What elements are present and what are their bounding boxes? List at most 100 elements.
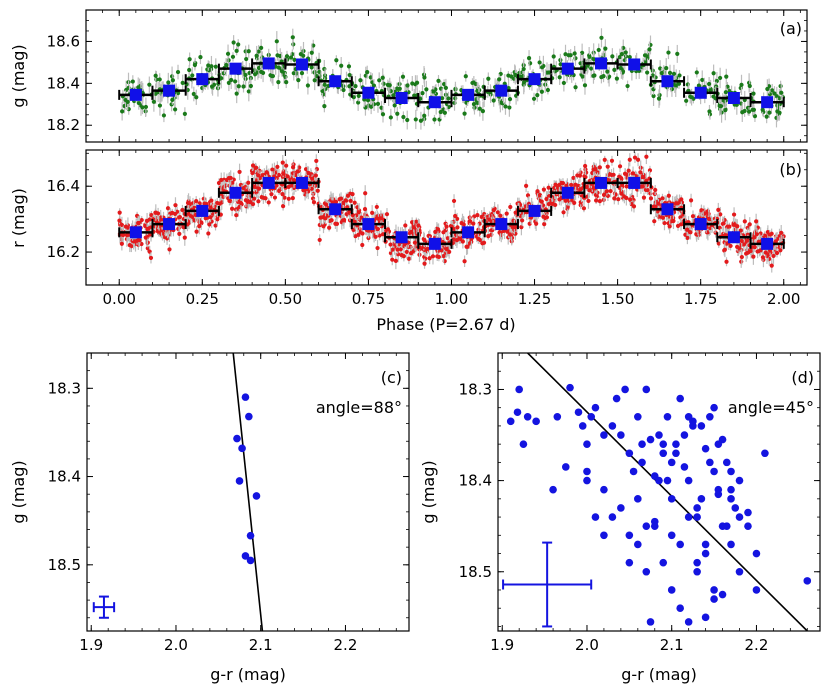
raw-point (140, 105, 145, 110)
raw-point (605, 69, 610, 74)
raw-point (284, 80, 289, 85)
raw-point (774, 250, 780, 256)
raw-point (677, 73, 682, 78)
data-point (246, 531, 255, 540)
raw-point (147, 82, 152, 87)
raw-point (153, 73, 158, 78)
raw-point (348, 198, 353, 203)
panel-b-raw-points (117, 149, 786, 273)
data-point (727, 467, 735, 476)
raw-point (718, 212, 723, 217)
raw-point (539, 65, 545, 70)
data-point (672, 449, 680, 458)
raw-point (666, 193, 671, 198)
raw-point (373, 234, 378, 239)
raw-point (748, 248, 753, 254)
binned-point (395, 92, 408, 104)
binned-point (129, 226, 142, 239)
raw-point (476, 236, 481, 241)
raw-point (139, 217, 144, 223)
raw-point (731, 222, 736, 227)
raw-point (231, 40, 236, 45)
raw-point (370, 210, 375, 215)
data-point (744, 522, 752, 530)
binned-point (694, 86, 707, 99)
raw-point (688, 198, 694, 203)
raw-point (288, 55, 294, 60)
raw-point (747, 222, 752, 227)
raw-point (321, 224, 326, 229)
raw-point (572, 51, 577, 56)
data-point (676, 604, 684, 613)
raw-point (617, 55, 622, 60)
raw-point (327, 225, 332, 230)
data-point (761, 449, 769, 458)
raw-point (443, 250, 449, 255)
raw-point (498, 213, 503, 218)
raw-point (136, 100, 141, 106)
raw-point (412, 240, 418, 245)
x-tick-label: 0.00 (103, 290, 136, 308)
panel-a-ylabel: g (mag) (9, 44, 28, 107)
raw-point (432, 117, 437, 122)
raw-point (285, 174, 290, 179)
panel-c-ticks: 1.9 2.0 2.1 2.2 18.3 18.4 18.5 (48, 353, 409, 654)
raw-point (608, 188, 613, 194)
raw-point (290, 165, 296, 170)
panel-a-frame (85, 9, 808, 143)
raw-point (356, 100, 361, 105)
raw-point (558, 62, 563, 67)
raw-point (388, 115, 393, 120)
raw-point (676, 81, 682, 86)
raw-point (664, 65, 669, 71)
raw-point (120, 109, 125, 114)
raw-point (420, 91, 425, 96)
raw-point (203, 216, 208, 221)
binned-point (561, 62, 574, 75)
raw-point (282, 70, 287, 76)
raw-point (648, 196, 654, 201)
data-point (701, 444, 710, 453)
raw-point (292, 57, 297, 62)
binned-point (129, 88, 142, 101)
data-point (617, 431, 625, 439)
data-point (561, 463, 570, 471)
raw-point (291, 71, 296, 76)
raw-point (356, 232, 361, 237)
raw-point (369, 104, 374, 109)
raw-point (587, 188, 592, 193)
raw-point (343, 198, 348, 203)
raw-point (724, 74, 729, 79)
raw-point (117, 218, 122, 223)
raw-point (137, 238, 142, 243)
data-point (638, 440, 646, 448)
raw-point (594, 198, 599, 203)
raw-point (411, 225, 416, 230)
panel-b-label: (b) (779, 160, 802, 179)
panel-c-points (233, 393, 261, 565)
raw-point (508, 204, 513, 210)
data-point (697, 422, 706, 430)
raw-point (591, 167, 596, 172)
data-point (727, 495, 735, 503)
raw-point (286, 184, 291, 190)
panel-c-color-magnitude: 1.9 2.0 2.1 2.2 18.3 18.4 18.5 g (mag) g-r (ma… (9, 352, 410, 684)
panel-c-xlabel: g-r (mag) (210, 665, 286, 684)
raw-point (391, 93, 396, 98)
panel-d-ticks: 1.9 2.0 2.1 2.2 18.3 18.4 18.5 (459, 353, 820, 654)
raw-point (689, 95, 694, 100)
raw-point (583, 163, 588, 169)
raw-point (542, 222, 547, 227)
raw-point (537, 193, 543, 198)
raw-point (443, 85, 448, 90)
raw-point (764, 114, 769, 119)
raw-point (414, 219, 419, 224)
raw-point (760, 255, 766, 260)
raw-point (254, 53, 259, 58)
data-point (735, 513, 744, 521)
data-point (718, 522, 727, 530)
raw-point (180, 207, 185, 213)
data-point (667, 531, 676, 540)
raw-point (393, 258, 398, 263)
binned-point (661, 203, 674, 216)
